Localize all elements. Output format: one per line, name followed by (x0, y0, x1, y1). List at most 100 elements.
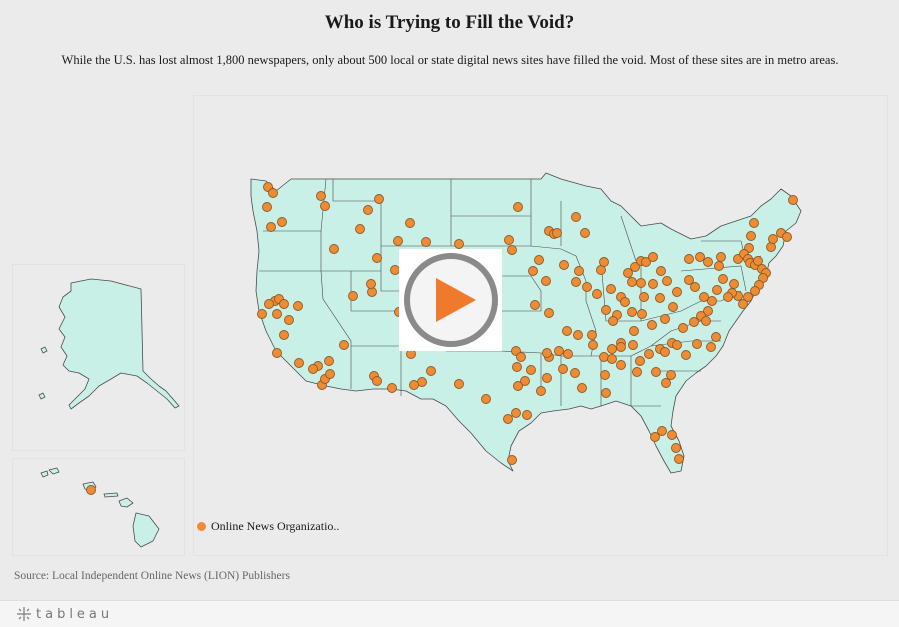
news-site-dot[interactable] (421, 237, 431, 247)
news-site-dot[interactable] (571, 212, 581, 222)
news-site-dot[interactable] (674, 454, 684, 464)
news-site-dot[interactable] (272, 348, 282, 358)
news-site-dot[interactable] (504, 235, 514, 245)
news-site-dot[interactable] (623, 268, 633, 278)
news-site-dot[interactable] (536, 386, 546, 396)
news-site-dot[interactable] (257, 309, 267, 319)
news-site-dot[interactable] (324, 356, 334, 366)
news-site-dot[interactable] (481, 394, 491, 404)
news-site-dot[interactable] (562, 326, 572, 336)
news-site-dot[interactable] (320, 201, 330, 211)
news-site-dot[interactable] (574, 266, 584, 276)
news-site-dot[interactable] (703, 306, 713, 316)
news-site-dot[interactable] (387, 383, 397, 393)
news-site-dot[interactable] (620, 297, 630, 307)
news-site-dot[interactable] (661, 378, 671, 388)
news-site-dot[interactable] (588, 340, 598, 350)
news-site-dot[interactable] (409, 380, 419, 390)
news-site-dot[interactable] (552, 228, 562, 238)
news-site-dot[interactable] (782, 232, 792, 242)
news-site-dot[interactable] (644, 349, 654, 359)
news-site-dot[interactable] (587, 330, 597, 340)
news-site-dot[interactable] (426, 366, 436, 376)
news-site-dot[interactable] (627, 307, 637, 317)
news-site-dot[interactable] (718, 274, 728, 284)
news-site-dot[interactable] (635, 356, 645, 366)
news-site-dot[interactable] (542, 373, 552, 383)
news-site-dot[interactable] (666, 370, 676, 380)
news-site-dot[interactable] (284, 315, 294, 325)
news-site-dot[interactable] (599, 352, 609, 362)
news-site-dot[interactable] (372, 376, 382, 386)
news-site-dot[interactable] (629, 326, 639, 336)
news-site-dot[interactable] (692, 339, 702, 349)
news-site-dot[interactable] (701, 316, 711, 326)
news-site-dot[interactable] (660, 314, 670, 324)
news-site-dot[interactable] (684, 254, 694, 264)
news-site-dot[interactable] (636, 278, 646, 288)
news-site-dot[interactable] (768, 234, 778, 244)
news-site-dot[interactable] (662, 276, 672, 286)
news-site-dot[interactable] (601, 388, 611, 398)
us-map-panel[interactable] (193, 95, 888, 556)
news-site-dot[interactable] (86, 485, 96, 495)
news-site-dot[interactable] (355, 224, 365, 234)
news-site-dot[interactable] (563, 349, 573, 359)
news-site-dot[interactable] (716, 252, 726, 262)
news-site-dot[interactable] (294, 358, 304, 368)
news-site-dot[interactable] (607, 344, 617, 354)
news-site-dot[interactable] (308, 364, 318, 374)
news-site-dot[interactable] (580, 228, 590, 238)
news-site-dot[interactable] (316, 191, 326, 201)
news-site-dot[interactable] (277, 217, 287, 227)
news-site-dot[interactable] (454, 239, 464, 249)
news-site-dot[interactable] (348, 291, 358, 301)
news-site-dot[interactable] (608, 316, 618, 326)
news-site-dot[interactable] (699, 292, 709, 302)
news-site-dot[interactable] (577, 383, 587, 393)
news-site-dot[interactable] (454, 379, 464, 389)
news-site-dot[interactable] (714, 261, 724, 271)
news-site-dot[interactable] (655, 293, 665, 303)
news-site-dot[interactable] (511, 408, 521, 418)
news-site-dot[interactable] (503, 414, 513, 424)
news-site-dot[interactable] (627, 277, 637, 287)
news-site-dot[interactable] (329, 244, 339, 254)
news-site-dot[interactable] (592, 289, 602, 299)
news-site-dot[interactable] (507, 245, 517, 255)
news-site-dot[interactable] (558, 364, 568, 374)
news-site-dot[interactable] (651, 367, 661, 377)
news-site-dot[interactable] (641, 257, 651, 267)
news-site-dot[interactable] (293, 301, 303, 311)
news-site-dot[interactable] (325, 369, 335, 379)
news-site-dot[interactable] (766, 242, 776, 252)
news-site-dot[interactable] (746, 231, 756, 241)
news-site-dot[interactable] (684, 275, 694, 285)
news-site-dot[interactable] (534, 255, 544, 265)
news-site-dot[interactable] (366, 279, 376, 289)
news-site-dot[interactable] (520, 376, 530, 386)
news-site-dot[interactable] (703, 257, 713, 267)
news-site-dot[interactable] (648, 252, 658, 262)
news-site-dot[interactable] (607, 354, 617, 364)
news-site-dot[interactable] (671, 443, 681, 453)
news-site-dot[interactable] (262, 202, 272, 212)
news-site-dot[interactable] (573, 330, 583, 340)
us-map[interactable] (194, 96, 887, 555)
news-site-dot[interactable] (272, 309, 282, 319)
news-site-dot[interactable] (616, 360, 626, 370)
news-site-dot[interactable] (363, 205, 373, 215)
news-site-dot[interactable] (678, 323, 688, 333)
news-site-dot[interactable] (729, 279, 739, 289)
alaska-panel[interactable] (12, 264, 185, 451)
news-site-dot[interactable] (690, 282, 700, 292)
news-site-dot[interactable] (707, 296, 717, 306)
news-site-dot[interactable] (788, 195, 798, 205)
news-site-dot[interactable] (372, 253, 382, 263)
news-site-dot[interactable] (667, 430, 677, 440)
news-site-dot[interactable] (632, 367, 642, 377)
news-site-dot[interactable] (616, 342, 626, 352)
news-site-dot[interactable] (601, 305, 611, 315)
news-site-dot[interactable] (513, 202, 523, 212)
news-site-dot[interactable] (606, 284, 616, 294)
